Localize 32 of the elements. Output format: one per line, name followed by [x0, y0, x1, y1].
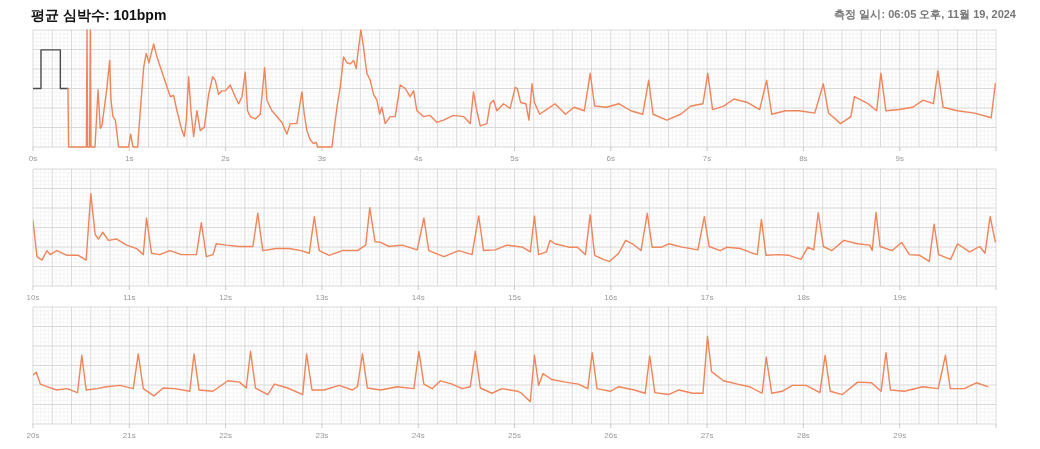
x-tick-label: 14s — [411, 293, 425, 302]
x-tick-label: 6s — [606, 154, 616, 163]
x-tick-label: 3s — [317, 154, 327, 163]
x-tick-label: 18s — [796, 293, 810, 302]
x-tick-label: 20s — [26, 431, 40, 440]
x-tick-label: 11s — [123, 293, 136, 302]
x-tick-label: 29s — [893, 431, 907, 440]
x-tick-label: 4s — [413, 154, 423, 163]
x-tick-label: 9s — [895, 154, 904, 163]
x-tick-label: 15s — [508, 293, 521, 302]
x-tick-label: 7s — [702, 154, 712, 163]
x-tick-label: 22s — [219, 431, 233, 440]
x-tick-label: 17s — [700, 293, 714, 302]
x-tick-label: 23s — [315, 431, 329, 440]
x-tick-label: 27s — [700, 431, 714, 440]
x-tick-label: 26s — [604, 431, 618, 440]
x-tick-label: 8s — [799, 154, 808, 163]
x-tick-label: 2s — [221, 154, 230, 163]
x-tick-label: 28s — [796, 431, 810, 440]
x-tick-label: 19s — [893, 293, 907, 302]
x-tick-label: 16s — [604, 293, 618, 302]
x-tick-label: 13s — [315, 293, 329, 302]
x-tick-label: 10s — [26, 293, 40, 302]
x-tick-label: 12s — [219, 293, 233, 302]
chart-subtitle: 측정 일시: 06:05 오후, 11월 19, 2024 — [834, 8, 1017, 20]
x-tick-label: 21s — [122, 431, 136, 440]
chart-title: 평균 심박수: 101bpm — [31, 7, 167, 23]
x-tick-label: 24s — [411, 431, 425, 440]
x-tick-label: 5s — [510, 154, 519, 163]
x-tick-label: 25s — [508, 431, 521, 440]
x-tick-label: 1s — [125, 154, 134, 163]
x-tick-label: 0s — [28, 154, 38, 163]
